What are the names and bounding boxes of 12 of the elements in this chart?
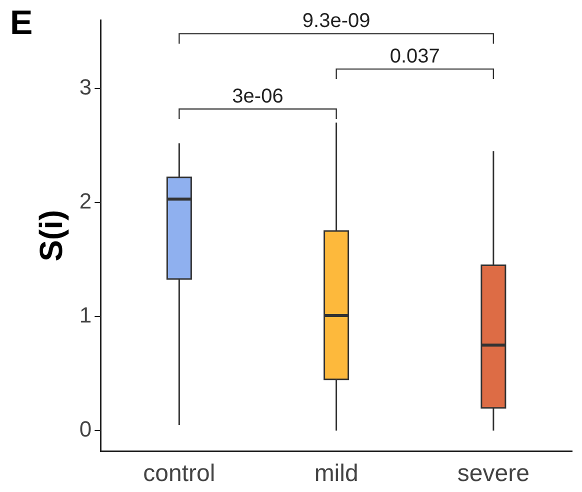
y-tick-label: 1	[79, 302, 92, 328]
text: E	[10, 4, 33, 43]
x-tick-label: mild	[314, 460, 358, 488]
annotation: 0.037	[390, 46, 440, 68]
y-axis-title: S(i)	[33, 210, 70, 262]
y-tick-label: 2	[79, 188, 92, 214]
x-tick-label: control	[143, 460, 216, 488]
y-tick-label: 3	[79, 74, 92, 100]
y-tick-label: 0	[79, 416, 92, 442]
x-tick-label: severe	[457, 460, 530, 488]
annotation: 9.3e-09	[302, 10, 370, 32]
annotation: 3e-06	[232, 85, 284, 108]
